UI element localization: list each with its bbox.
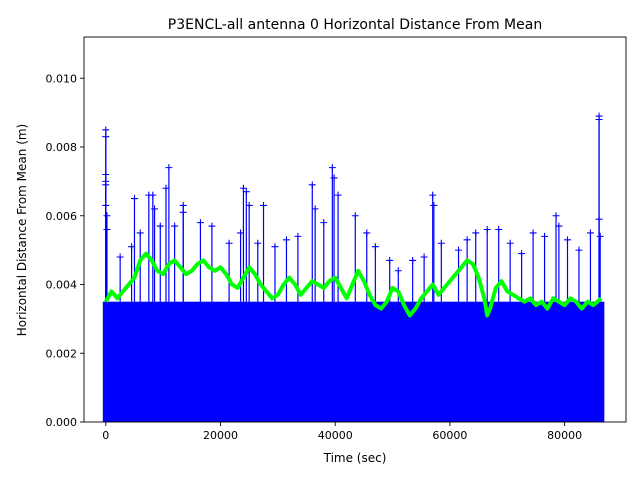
scatter-point xyxy=(271,243,279,251)
scatter-point xyxy=(363,229,371,237)
scatter-point xyxy=(245,201,253,209)
y-tick-label: 0.000 xyxy=(46,416,78,429)
y-tick-label: 0.002 xyxy=(46,347,78,360)
scatter-point xyxy=(242,188,250,196)
scatter-point xyxy=(149,191,157,199)
x-tick-label: 20000 xyxy=(203,429,238,442)
x-tick-label: 80000 xyxy=(547,429,582,442)
scatter-point xyxy=(371,243,379,251)
scatter-point xyxy=(165,164,173,172)
scatter-point xyxy=(483,226,491,233)
y-tick-label: 0.006 xyxy=(46,210,78,223)
scatter-point xyxy=(541,232,549,240)
scatter-point xyxy=(151,205,159,213)
plot-frame xyxy=(83,36,627,423)
scatter-point xyxy=(518,250,526,258)
chart-title: P3ENCL-all antenna 0 Horizontal Distance… xyxy=(168,17,542,33)
scatter-point xyxy=(409,256,417,264)
scatter-marker-layer xyxy=(102,112,604,275)
y-tick-label: 0.004 xyxy=(46,279,78,292)
dense-band xyxy=(102,301,605,422)
scatter-point xyxy=(328,164,336,172)
y-axis-label: Horizontal Distance From Mean (m) xyxy=(15,124,29,336)
scatter-point xyxy=(311,205,319,213)
scatter-point xyxy=(596,232,604,240)
scatter-point xyxy=(136,229,144,237)
scatter-point xyxy=(595,215,603,223)
scatter-point xyxy=(334,191,342,199)
scatter-point xyxy=(455,246,463,254)
scatter-point xyxy=(437,239,445,247)
scatter-point xyxy=(294,232,302,240)
x-tick-label: 0 xyxy=(102,429,109,442)
scatter-point xyxy=(420,253,428,261)
x-axis-label: Time (sec) xyxy=(323,451,387,465)
scatter-point xyxy=(237,229,245,237)
scatter-point xyxy=(260,201,268,209)
x-tick-label: 40000 xyxy=(318,429,353,442)
scatter-point xyxy=(586,229,594,237)
running-mean-line xyxy=(104,251,603,318)
scatter-point xyxy=(225,239,233,247)
scatter-point xyxy=(320,219,328,227)
scatter-point xyxy=(394,267,402,275)
scatter-point xyxy=(102,181,110,189)
scatter-point xyxy=(386,256,394,264)
scatter-point xyxy=(171,222,179,230)
scatter-point xyxy=(429,191,437,199)
scatter-point xyxy=(351,212,359,220)
scatter-point xyxy=(472,229,480,237)
scatter-point xyxy=(179,208,187,216)
scatter-point xyxy=(555,222,563,230)
scatter-point xyxy=(103,226,111,233)
scatter-point xyxy=(196,219,204,227)
scatter-point xyxy=(102,201,110,209)
scatter-point xyxy=(102,171,110,178)
scatter-point xyxy=(179,201,187,209)
y-tick-label: 0.010 xyxy=(46,72,78,85)
dense-band-layer xyxy=(102,116,605,422)
scatter-point xyxy=(595,116,603,123)
scatter-point xyxy=(430,201,438,209)
scatter-point xyxy=(254,239,262,247)
scatter-point xyxy=(130,195,138,203)
scatter-point xyxy=(128,243,136,251)
scatter-point xyxy=(463,236,471,244)
x-axis-ticks: 0 20000 40000 60000 80000 xyxy=(102,422,582,442)
scatter-point xyxy=(563,236,571,244)
scatter-point xyxy=(552,212,560,220)
scatter-point xyxy=(575,246,583,254)
scatter-point xyxy=(308,181,316,189)
scatter-point xyxy=(103,212,111,220)
x-tick-label: 60000 xyxy=(432,429,467,442)
scatter-point xyxy=(506,239,514,247)
scatter-point xyxy=(282,236,290,244)
scatter-point xyxy=(162,184,170,192)
running-mean-layer xyxy=(104,251,603,318)
scatter-point xyxy=(102,126,110,134)
scatter-point xyxy=(208,222,216,230)
scatter-point xyxy=(102,133,110,141)
scatter-point xyxy=(529,229,537,237)
scatter-point xyxy=(116,253,124,261)
scatter-point xyxy=(495,226,503,233)
y-tick-label: 0.008 xyxy=(46,141,78,154)
y-axis-ticks: 0.000 0.002 0.004 0.006 0.008 0.010 xyxy=(46,72,84,429)
scatter-point xyxy=(156,222,164,230)
scatter-point xyxy=(330,174,338,182)
